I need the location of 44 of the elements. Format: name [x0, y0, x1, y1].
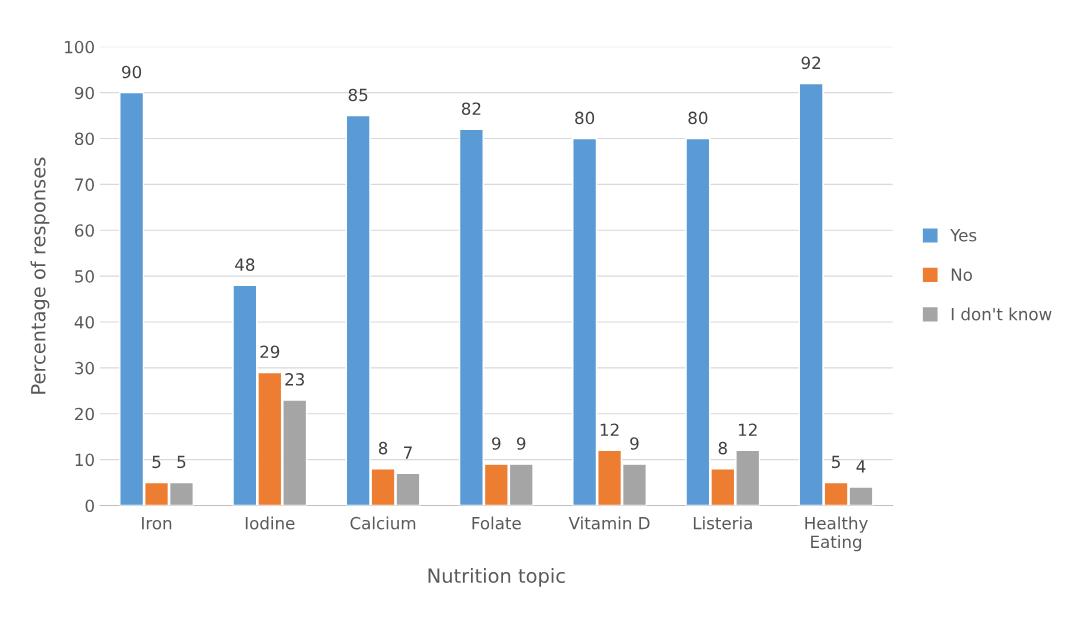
- data-label: 9: [516, 437, 526, 450]
- y-tick-label: 90: [74, 86, 94, 100]
- legend-label: Yes: [950, 229, 977, 242]
- y-axis-title: Percentage of responses: [30, 157, 50, 394]
- y-tick-label: 80: [74, 132, 94, 146]
- data-label: 90: [122, 65, 142, 79]
- y-tick-label: 40: [74, 315, 94, 329]
- y-tick-label: 50: [75, 270, 94, 283]
- y-tick-label: 100: [65, 40, 94, 54]
- x-tick-label: Iodine: [245, 516, 295, 530]
- y-tick-label: 20: [75, 407, 94, 421]
- data-label: 23: [285, 373, 304, 386]
- x-tick-label: Vitamin D: [568, 516, 650, 530]
- data-label: 82: [461, 102, 481, 116]
- x-tick-label: Healthy Eating: [805, 516, 868, 552]
- data-label: 85: [348, 88, 368, 102]
- data-label: 4: [856, 460, 866, 473]
- legend-label: I don't know: [951, 307, 1052, 321]
- legend-label: No: [951, 268, 972, 281]
- data-label: 29: [260, 345, 280, 359]
- y-tick-label: 70: [75, 178, 94, 191]
- data-label: 8: [718, 441, 727, 455]
- data-label: 5: [832, 455, 840, 469]
- data-label: 9: [630, 437, 639, 450]
- data-label: 8: [378, 441, 388, 455]
- y-tick-label: 0: [85, 499, 94, 513]
- data-label: 48: [235, 258, 255, 271]
- y-tick-label: 10: [75, 453, 94, 467]
- x-tick-label: Calcium: [350, 516, 416, 530]
- x-tick-label: Iron: [142, 517, 172, 530]
- y-tick-label: 30: [75, 361, 94, 375]
- data-label: 92: [801, 56, 821, 70]
- y-tick-label: 60: [75, 224, 94, 237]
- data-label: 5: [177, 455, 186, 469]
- data-label: 7: [404, 446, 412, 459]
- data-label: 12: [738, 423, 757, 436]
- data-label: 9: [492, 437, 501, 450]
- x-tick-label: Listeria: [693, 516, 752, 530]
- x-axis-title: Nutrition topic: [428, 568, 565, 587]
- data-label: 80: [575, 111, 595, 125]
- data-label: 5: [152, 455, 161, 469]
- data-label: 12: [600, 423, 619, 436]
- data-label: 80: [688, 111, 708, 125]
- x-tick-label: Folate: [472, 516, 521, 530]
